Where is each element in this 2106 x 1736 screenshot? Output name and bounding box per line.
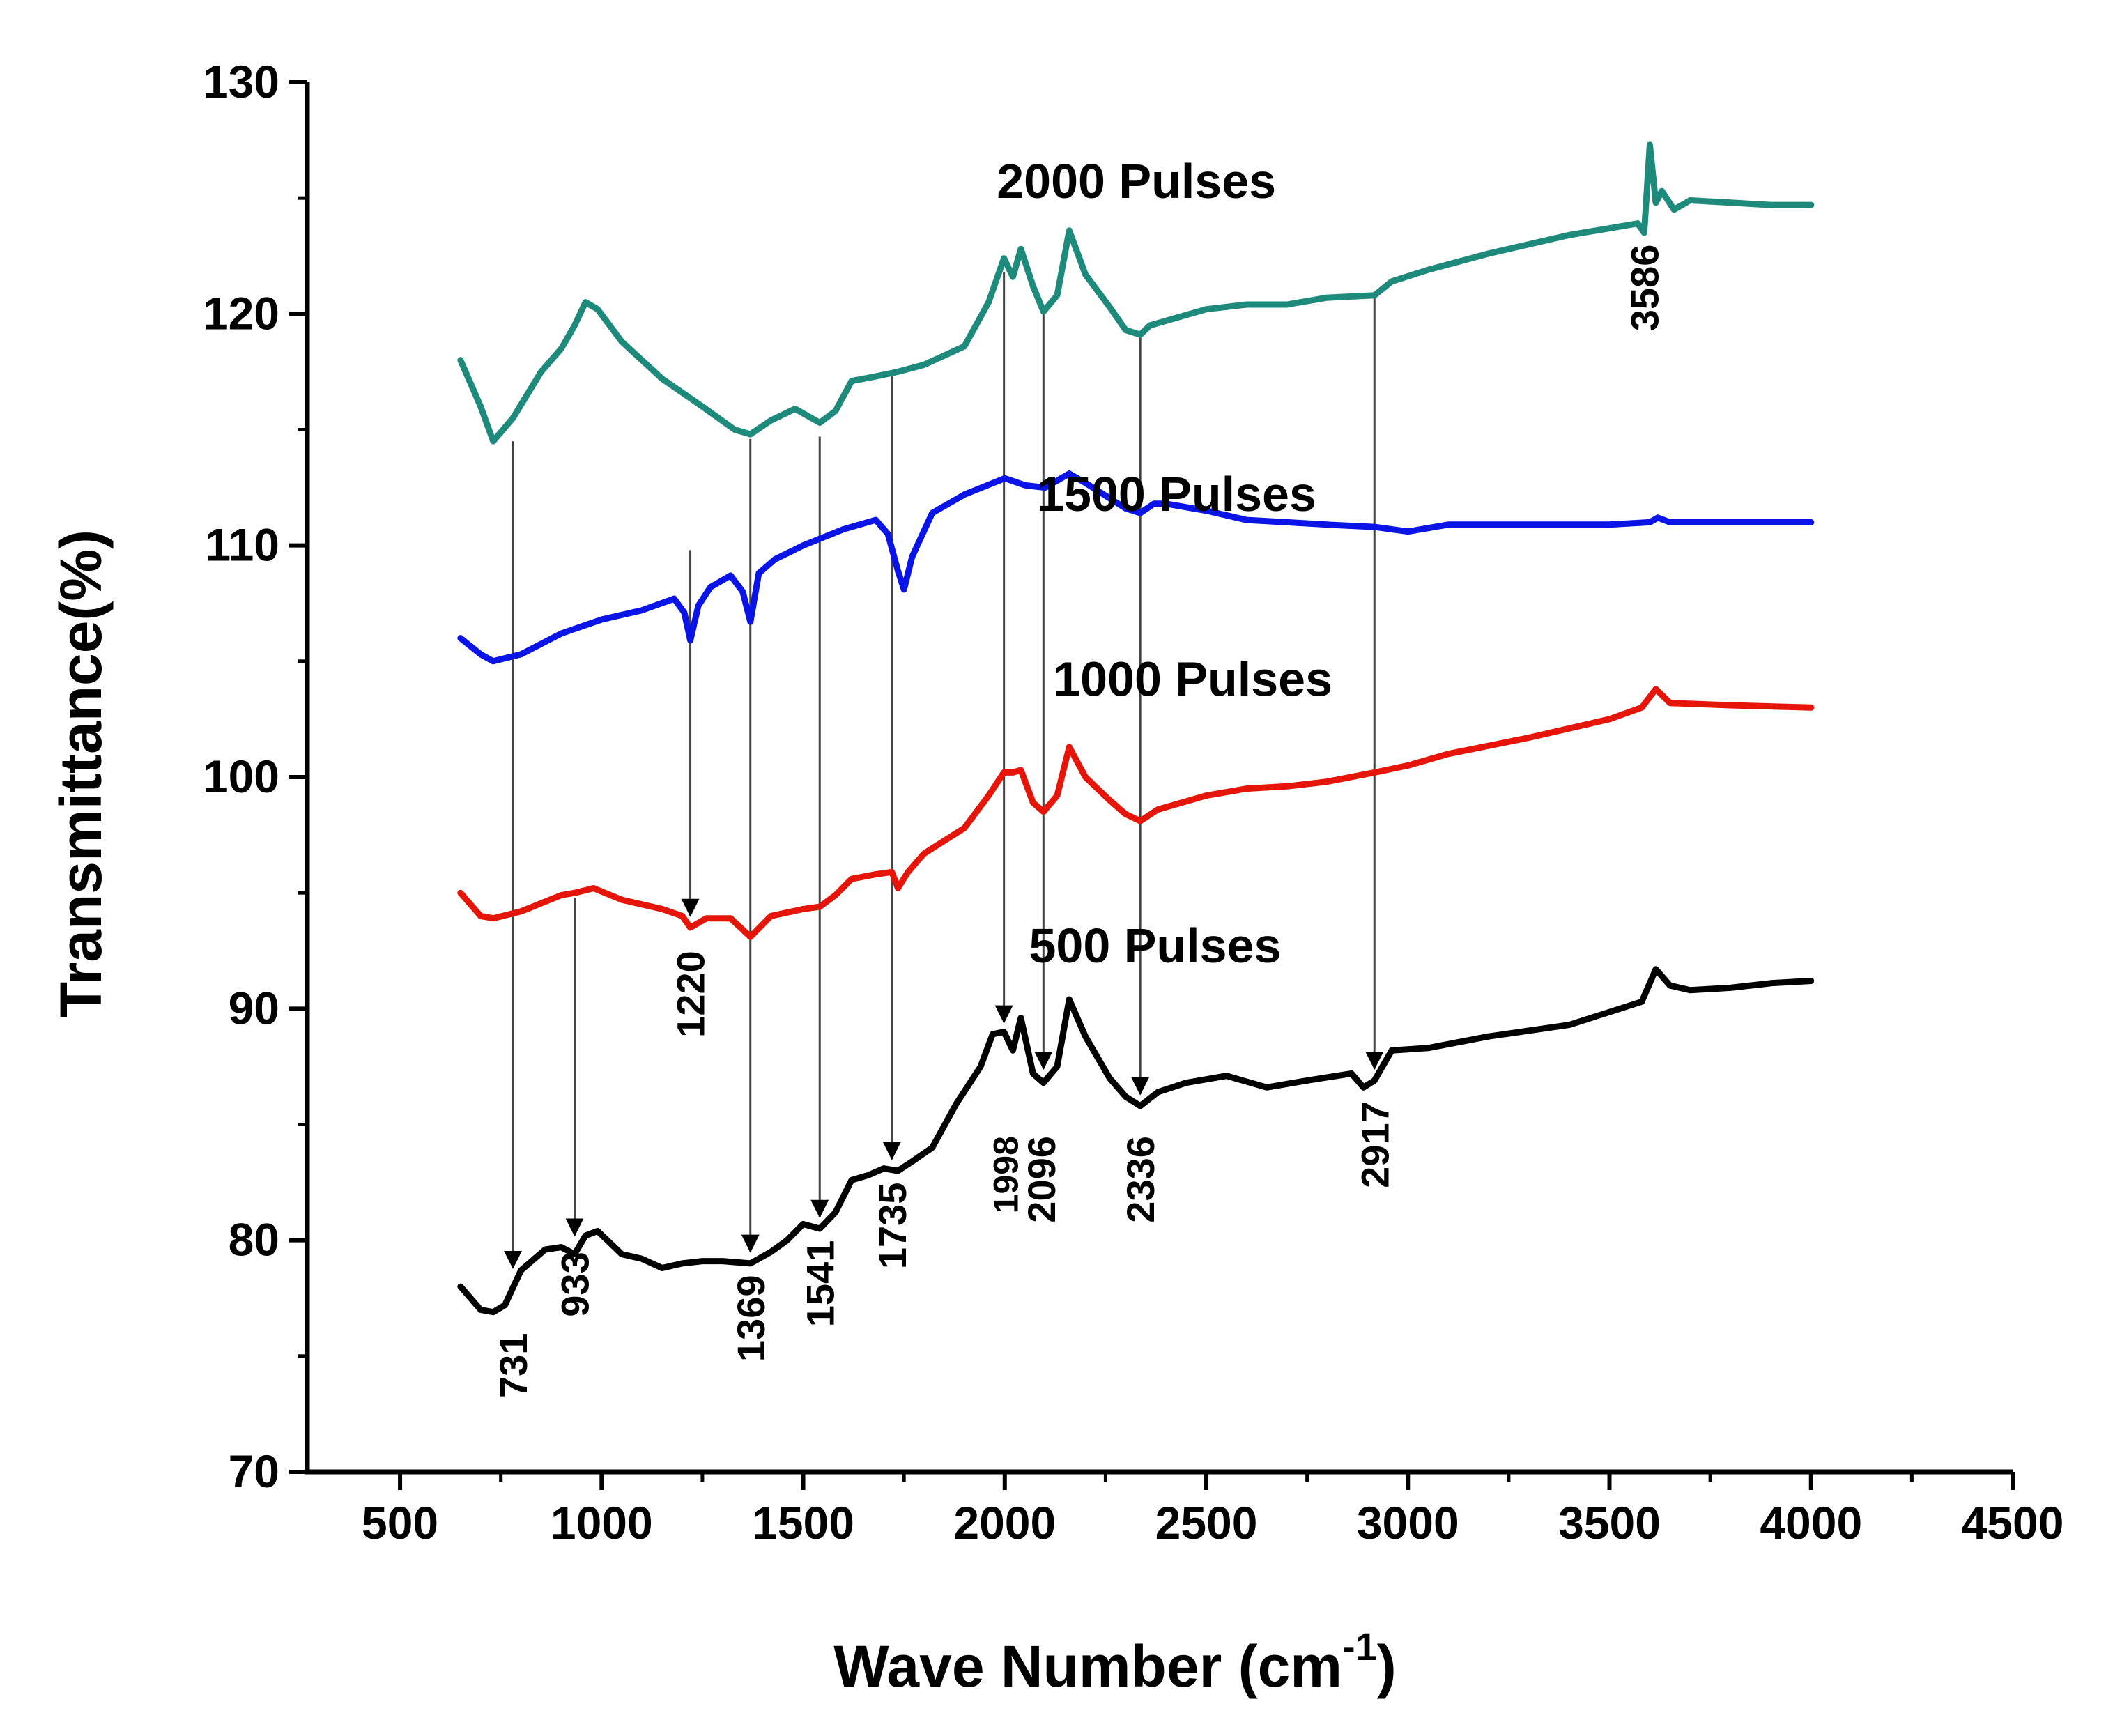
peak-label-1369: 1369	[729, 1275, 773, 1362]
y-tick-label-100: 100	[203, 751, 279, 802]
series-line-2	[457, 686, 1815, 940]
peak-label-1541: 1541	[798, 1240, 842, 1328]
peak-label-1220: 1220	[669, 951, 713, 1038]
series-label-3: 500 Pulses	[1029, 919, 1281, 973]
peak-label-1735: 1735	[870, 1183, 914, 1270]
x-ticks: 500 1000 1500 2000 2500 3000 3500 4000 4500	[362, 1472, 2063, 1549]
peak-label-2917: 2917	[1353, 1101, 1397, 1188]
peak-label-2096: 2096	[1020, 1136, 1063, 1223]
x-tick-label-4000: 4000	[1760, 1497, 1862, 1549]
y-axis-title: Transmittance(%)	[48, 530, 114, 1017]
peak-label-933: 933	[553, 1252, 597, 1316]
y-ticks: 70 80 90 100 110 120 130	[203, 56, 307, 1497]
series-line-3	[457, 966, 1815, 1316]
series-line-1	[457, 470, 1815, 665]
series-label-2: 1000 Pulses	[1053, 652, 1332, 707]
x-tick-label-1500: 1500	[752, 1497, 854, 1549]
x-axis-title-main: Wave Number (cm	[833, 1634, 1342, 1699]
y-tick-label-120: 120	[203, 287, 279, 339]
x-tick-label-4500: 4500	[1962, 1497, 2064, 1549]
y-tick-label-90: 90	[229, 982, 279, 1034]
axes: 70 80 90 100 110 120 130 500 1000 1500 2000 2500 30…	[203, 56, 2064, 1549]
y-tick-label-110: 110	[206, 519, 279, 571]
x-axis-title: Wave Number (cm-1)	[833, 1624, 1397, 1699]
y-tick-label-130: 130	[203, 56, 279, 107]
series-lines	[457, 141, 1815, 1316]
peak-label-2336: 2336	[1119, 1136, 1162, 1223]
peak-label-731: 731	[491, 1333, 535, 1398]
peak-label-3586: 3586	[1622, 245, 1666, 332]
x-tick-label-1000: 1000	[551, 1497, 653, 1549]
y-tick-label-80: 80	[229, 1214, 279, 1266]
peak-arrows	[504, 272, 1384, 1269]
peak-label-1998: 1998	[987, 1136, 1026, 1213]
y-tick-label-70: 70	[229, 1445, 279, 1497]
x-tick-label-3000: 3000	[1357, 1497, 1459, 1549]
x-axis-title-superscript: -1	[1342, 1624, 1377, 1668]
x-tick-label-2000: 2000	[953, 1497, 1056, 1549]
x-tick-label-500: 500	[362, 1497, 438, 1549]
x-tick-label-3500: 3500	[1558, 1497, 1661, 1549]
series-line-0	[457, 141, 1815, 445]
series-label-0: 2000 Pulses	[997, 154, 1276, 208]
series-labels: 2000 Pulses 1500 Pulses 1000 Pulses 500 Pul…	[997, 154, 1332, 973]
x-tick-label-2500: 2500	[1155, 1497, 1258, 1549]
x-axis-title-close: )	[1377, 1634, 1397, 1699]
series-label-1: 1500 Pulses	[1037, 467, 1316, 521]
